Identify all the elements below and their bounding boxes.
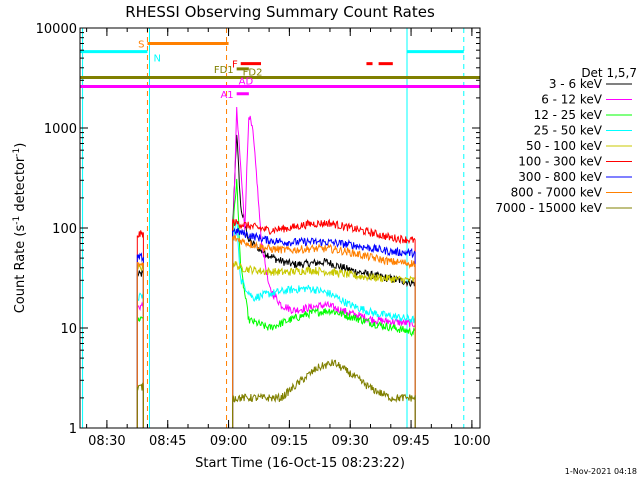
status-bar-label-1: N xyxy=(153,54,160,65)
series-line-3 xyxy=(136,220,416,428)
chart-title: RHESSI Observing Summary Count Rates xyxy=(125,3,435,21)
x-tick-label-1: 08:45 xyxy=(149,434,186,449)
legend-label-1: 6 - 12 keV xyxy=(541,93,603,107)
footer-date: 1-Nov-2021 04:18 xyxy=(565,467,637,476)
status-bar-label-3: F xyxy=(232,60,238,71)
status-bar-label-8: AD xyxy=(239,77,254,88)
legend-label-2: 12 - 25 keV xyxy=(534,108,603,122)
legend-title: Det 1,5,7 xyxy=(581,66,637,80)
y-axis-label: Count Rate (s-1 detector-1) xyxy=(12,143,28,314)
x-axis-label: Start Time (16-Oct-15 08:23:22) xyxy=(195,456,405,471)
x-tick-label-4: 09:30 xyxy=(331,434,368,449)
series-line-5 xyxy=(136,218,416,428)
series-line-6 xyxy=(136,227,416,428)
x-tick-label-3: 09:15 xyxy=(271,434,308,449)
y-tick-label-3: 1000 xyxy=(44,122,77,137)
legend-label-4: 50 - 100 keV xyxy=(526,139,603,153)
x-tick-label-5: 09:45 xyxy=(392,434,429,449)
x-tick-label-6: 10:00 xyxy=(453,434,490,449)
series-line-2 xyxy=(136,178,416,428)
legend-label-8: 7000 - 15000 keV xyxy=(495,201,602,215)
legend-label-5: 100 - 300 keV xyxy=(518,155,602,169)
series-line-8 xyxy=(136,359,416,428)
status-bar-label-0: S xyxy=(138,39,144,50)
status-bar-label-9: A1 xyxy=(220,90,233,101)
x-tick-label-2: 09:00 xyxy=(210,434,247,449)
y-tick-label-0: 1 xyxy=(69,422,77,437)
status-bar-label-6: FD1 xyxy=(214,65,234,76)
series-line-7 xyxy=(136,234,416,428)
x-tick-label-0: 08:30 xyxy=(88,434,125,449)
legend-label-3: 25 - 50 keV xyxy=(534,124,603,138)
y-tick-label-2: 100 xyxy=(52,222,77,237)
legend-label-7: 800 - 7000 keV xyxy=(511,186,603,200)
legend-label-0: 3 - 6 keV xyxy=(549,77,603,91)
y-tick-label-1: 10 xyxy=(60,322,77,337)
legend-label-6: 300 - 800 keV xyxy=(518,170,602,184)
status-bar-label-7: FD2 xyxy=(243,67,263,78)
y-tick-label-4: 10000 xyxy=(36,22,77,37)
